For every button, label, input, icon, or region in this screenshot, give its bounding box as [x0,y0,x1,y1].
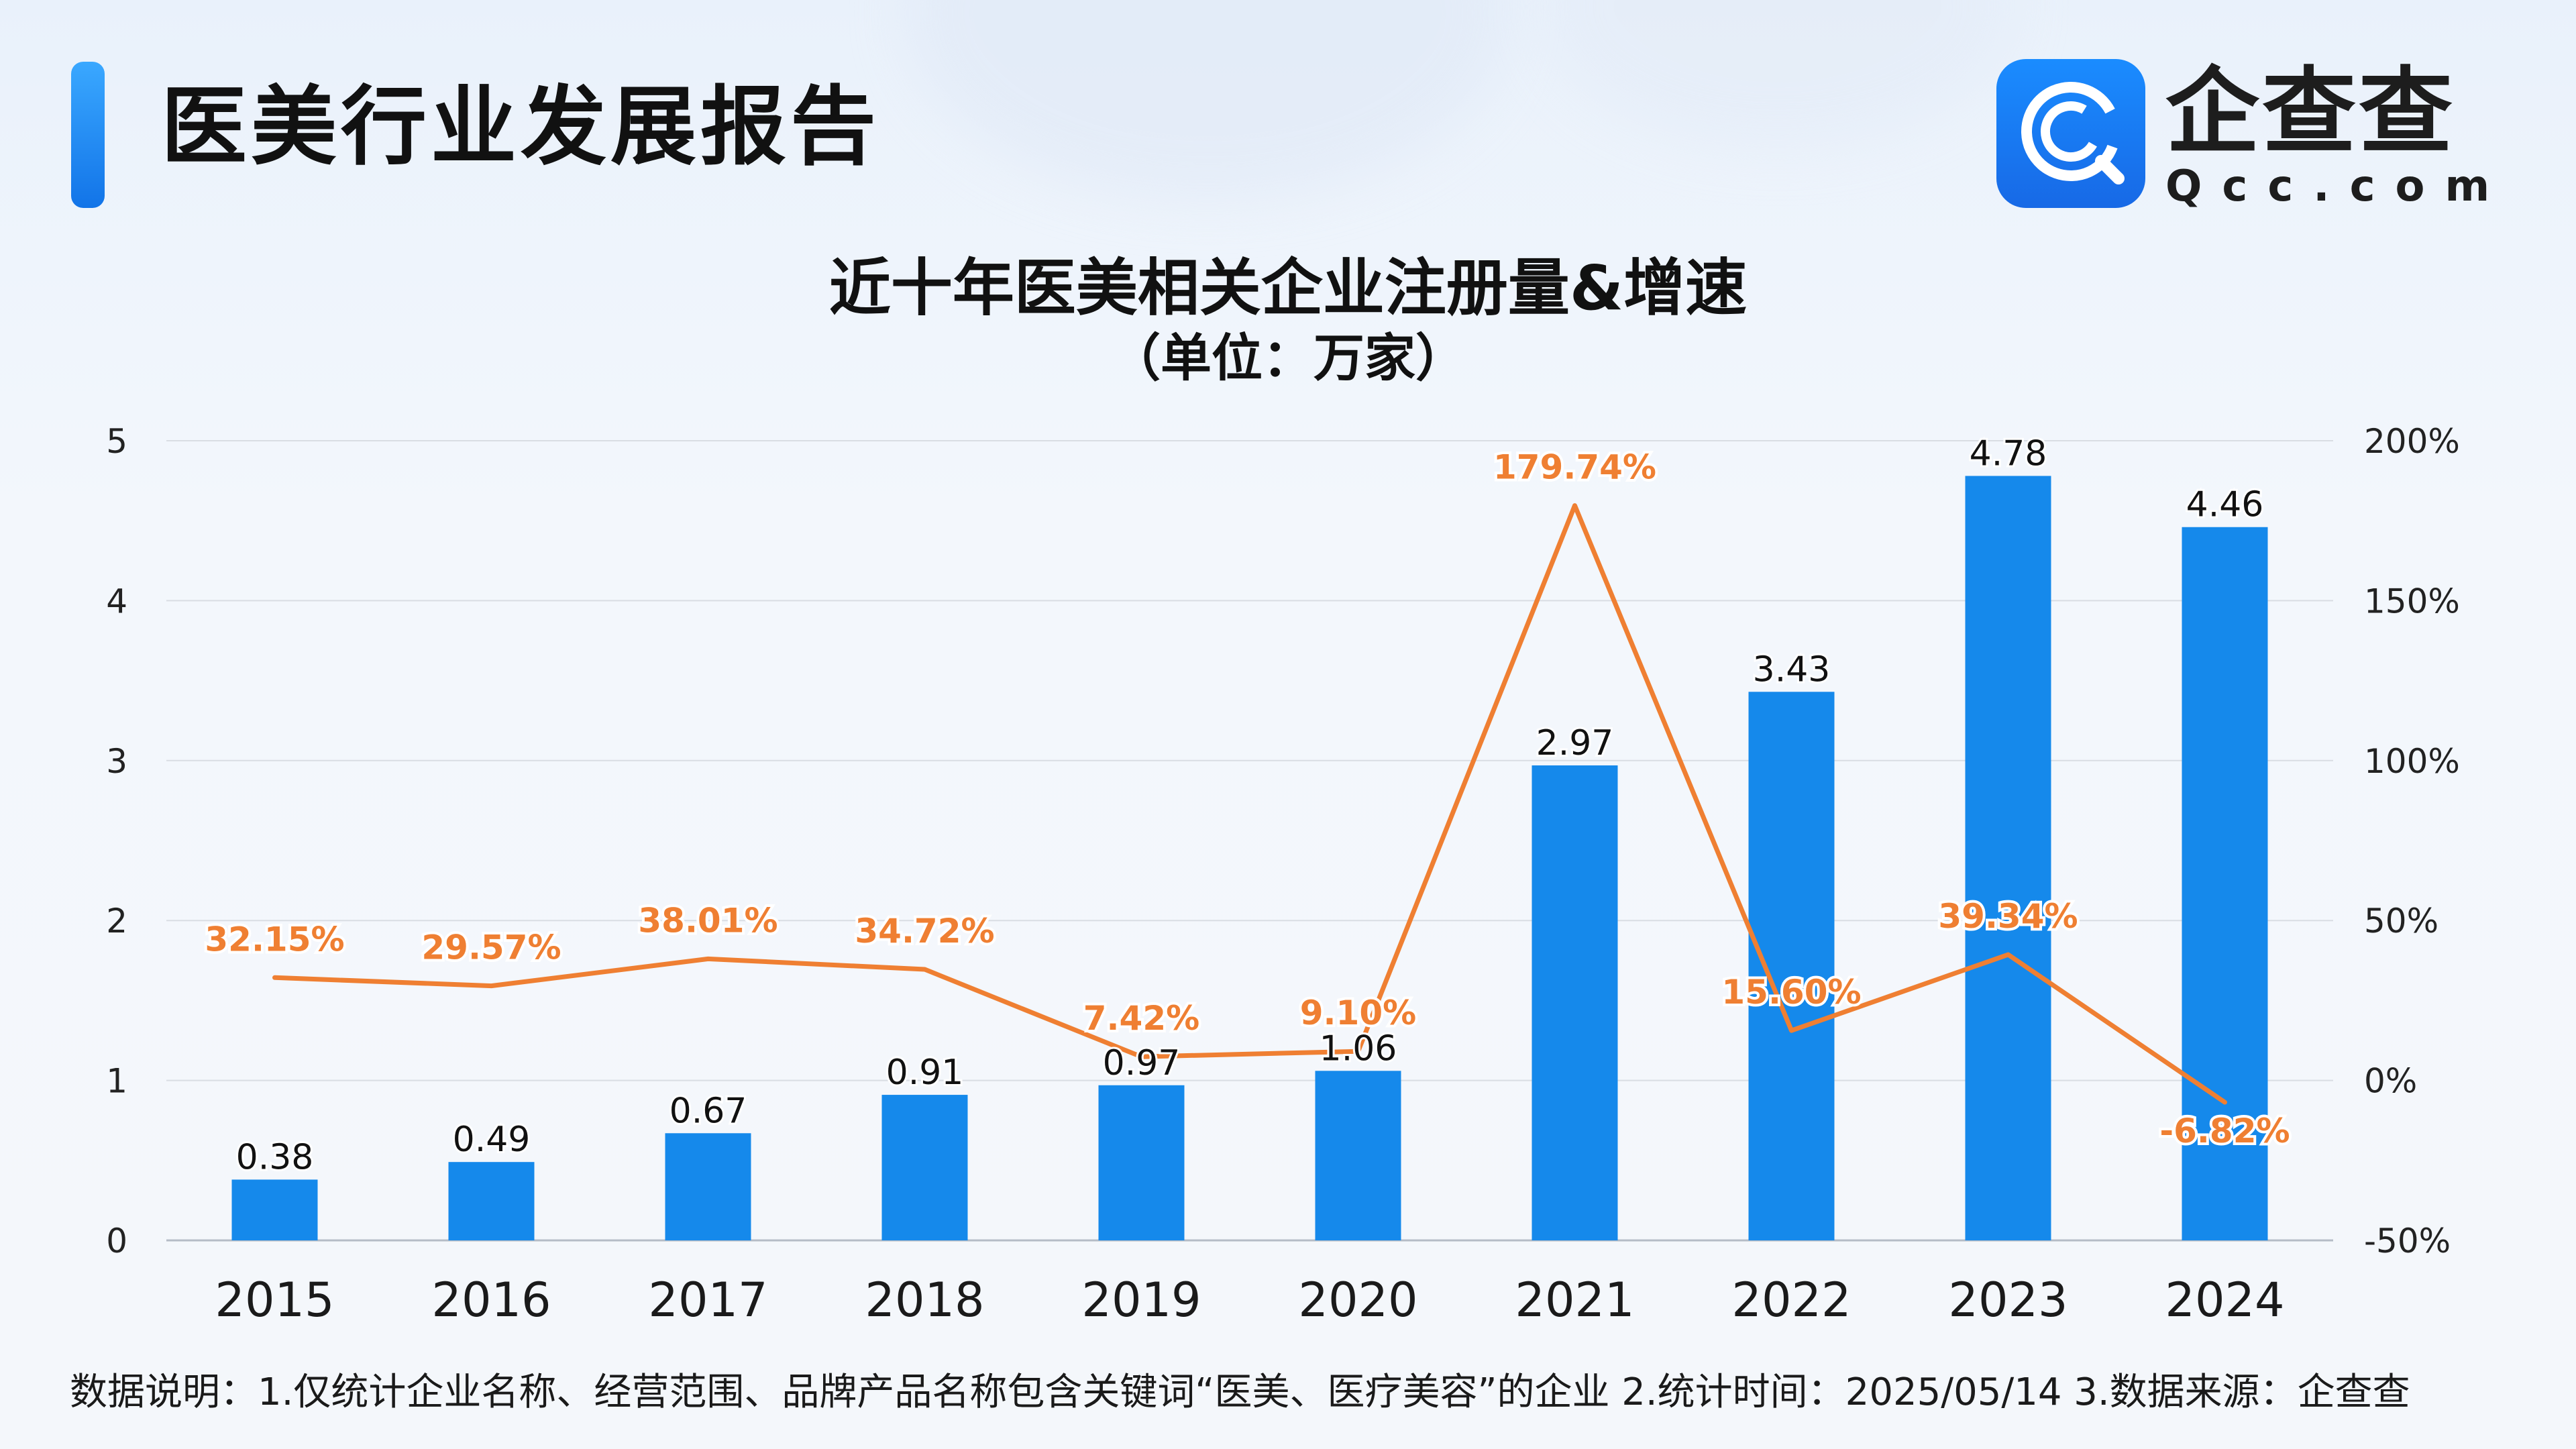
y-left-tick-label: 2 [106,902,127,941]
y-left-tick-label: 3 [106,742,127,781]
bar-value-label: 0.49 [453,1120,531,1160]
growth-rate-label: 15.60% [1721,973,1861,1012]
qcc-logo-icon [1996,59,2145,208]
bar-value-label: 3.43 [1753,649,1831,690]
bar-value-label: 1.06 [1320,1028,1397,1069]
bar-value-label: 4.46 [2186,485,2264,525]
x-tick-label: 2015 [215,1273,334,1328]
bar-value-label: 0.91 [886,1053,964,1093]
x-tick-label: 2021 [1515,1273,1634,1328]
x-tick-label: 2016 [431,1273,551,1328]
y-right-tick-label: 200% [2364,422,2460,461]
report-title: 医美行业发展报告 [161,77,881,177]
y-right-tick-label: -50% [2364,1222,2451,1260]
y-left-tick-label: 4 [106,582,127,621]
y-right-tick-label: 0% [2364,1062,2417,1101]
bar [448,1162,535,1240]
data-footnote: 数据说明：1.仅统计企业名称、经营范围、品牌产品名称包含关键词“医美、医疗美容”… [70,1371,2410,1414]
growth-rate-label: 32.15% [205,920,344,959]
x-tick-label: 2022 [1731,1273,1851,1328]
title-accent-bar [71,62,105,208]
bar [881,1095,968,1240]
bar [1315,1071,1401,1240]
logo-domain: Qcc.com [2165,162,2510,211]
y-right-tick-label: 50% [2364,902,2438,941]
growth-rate-label: 179.74% [1493,448,1656,487]
growth-rate-label: 29.57% [421,928,561,967]
y-left-tick-label: 1 [106,1062,127,1101]
x-tick-label: 2018 [865,1273,984,1328]
bar [231,1179,318,1240]
bar-value-label: 0.67 [669,1091,747,1131]
x-tick-label: 2019 [1081,1273,1201,1328]
bar [1965,476,2051,1240]
growth-rate-label: 38.01% [638,901,777,940]
growth-rate-label: 7.42% [1083,999,1199,1038]
bar-value-label: 0.97 [1103,1043,1181,1083]
growth-rate-label: 9.10% [1300,994,1416,1032]
bar [1098,1085,1185,1240]
growth-rate-label: 39.34% [1938,897,2078,936]
y-left-tick-label: 5 [106,422,127,461]
bar-value-label: 0.38 [236,1137,314,1177]
x-tick-label: 2017 [648,1273,767,1328]
growth-line [272,503,2227,1105]
bar [2182,527,2268,1240]
x-tick-label: 2020 [1298,1273,1417,1328]
chart-subtitle: （单位：万家） [1110,328,1466,388]
chart-title: 近十年医美相关企业注册量&增速 [828,252,1748,324]
growth-rate-label: 34.72% [855,912,994,951]
growth-rate-label: -6.82% [2159,1112,2290,1150]
logo-chinese-name: 企查查 [2165,58,2456,167]
brand-logo: 企查查 Qcc.com [1996,58,2489,211]
bar-value-label: 2.97 [1536,723,1614,763]
bar [1748,692,1835,1240]
x-tick-label: 2023 [1948,1273,2068,1328]
y-left-tick-label: 0 [106,1222,127,1260]
bar [1532,765,1618,1240]
x-tick-label: 2024 [2165,1273,2284,1328]
bar [665,1133,751,1240]
y-right-tick-label: 150% [2364,582,2460,621]
bar-value-label: 4.78 [1970,433,2047,474]
y-right-tick-label: 100% [2364,742,2460,781]
